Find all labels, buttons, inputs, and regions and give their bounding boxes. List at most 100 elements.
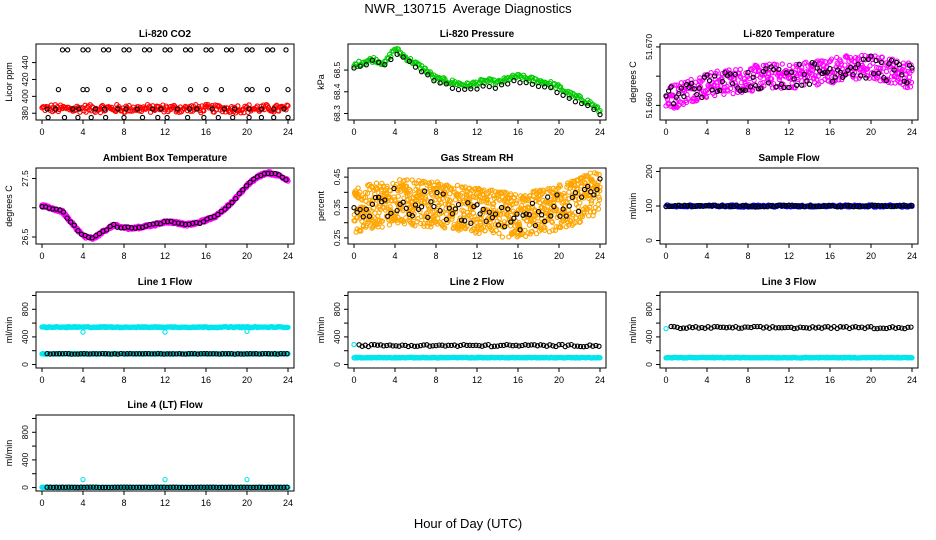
data-point	[484, 197, 490, 204]
data-point	[748, 324, 754, 331]
data-point	[139, 484, 146, 490]
data-point	[578, 100, 585, 107]
data-point	[855, 55, 861, 61]
data-point	[115, 106, 121, 112]
data-point	[556, 342, 562, 348]
data-point	[402, 177, 408, 184]
data-point	[809, 324, 816, 330]
data-point	[822, 69, 828, 76]
data-point	[720, 324, 727, 330]
data-point	[533, 230, 540, 237]
data-point	[906, 203, 912, 209]
data-point	[404, 177, 410, 183]
data-point	[105, 484, 112, 491]
data-point	[158, 484, 164, 490]
data-point	[201, 351, 207, 357]
data-point	[870, 71, 877, 77]
data-point	[56, 484, 63, 490]
data-point	[864, 66, 871, 72]
data-point	[726, 324, 733, 330]
data-point	[123, 103, 129, 109]
data-point	[525, 342, 531, 348]
data-point	[703, 202, 709, 209]
data-point	[571, 343, 578, 349]
data-point	[694, 91, 700, 98]
data-point	[671, 93, 677, 99]
data-point	[446, 205, 452, 211]
data-point	[727, 203, 734, 209]
data-point	[72, 351, 78, 357]
data-point	[761, 203, 768, 209]
data-point	[401, 221, 408, 227]
data-point	[776, 66, 782, 73]
data-point	[697, 84, 703, 90]
data-point	[514, 211, 520, 217]
data-point	[545, 194, 551, 200]
y-tick-label: 27.5	[20, 170, 30, 187]
data-points	[663, 52, 915, 111]
data-point	[230, 114, 236, 120]
data-point	[150, 106, 156, 112]
data-point	[244, 484, 250, 490]
data-point	[44, 484, 50, 490]
data-point	[237, 107, 243, 113]
data-point	[548, 210, 554, 216]
data-point	[501, 342, 507, 349]
data-point	[268, 351, 275, 357]
data-point	[794, 82, 800, 89]
data-point	[492, 85, 499, 91]
data-point	[547, 342, 553, 348]
data-point	[558, 224, 564, 230]
data-point	[442, 343, 448, 349]
data-point	[375, 194, 382, 200]
data-point	[581, 186, 588, 193]
data-point	[749, 203, 755, 209]
x-tick-label: 0	[351, 375, 356, 385]
data-point	[406, 58, 413, 65]
data-point	[745, 324, 751, 330]
data-point	[213, 484, 219, 490]
x-tick-label: 16	[513, 127, 523, 137]
data-point	[241, 484, 247, 490]
data-point	[388, 56, 394, 63]
data-point	[529, 200, 536, 207]
data-point	[770, 66, 777, 73]
data-point	[497, 197, 503, 203]
data-point	[399, 342, 405, 348]
data-point	[504, 341, 510, 348]
data-point	[414, 343, 421, 349]
data-point	[723, 325, 730, 331]
data-point	[439, 342, 445, 348]
data-point	[158, 106, 164, 112]
data-point	[869, 202, 875, 209]
data-point	[883, 325, 890, 332]
x-tick-label: 20	[866, 127, 876, 137]
data-point	[896, 62, 902, 68]
data-point	[462, 86, 468, 92]
data-point	[740, 202, 746, 209]
data-point	[663, 203, 669, 209]
data-point	[747, 84, 754, 90]
y-axis-label: ml/min	[628, 317, 638, 344]
data-points	[663, 323, 915, 361]
data-point	[189, 351, 195, 357]
data-point	[187, 86, 194, 93]
data-point	[815, 73, 821, 79]
data-point	[457, 342, 464, 349]
data-point	[909, 355, 915, 361]
data-point	[187, 47, 194, 53]
data-point	[522, 342, 528, 348]
data-point	[121, 351, 127, 357]
data-point	[778, 81, 784, 88]
data-point	[96, 484, 103, 491]
data-point	[253, 351, 259, 357]
x-tick-label: 8	[433, 251, 438, 261]
data-point	[93, 484, 99, 490]
data-point	[587, 209, 594, 215]
x-tick-label: 0	[39, 251, 44, 261]
chart-title: Ambient Box Temperature	[103, 153, 228, 164]
data-point	[62, 350, 69, 357]
data-point	[712, 92, 718, 99]
y-tick-label: 0	[644, 238, 654, 243]
